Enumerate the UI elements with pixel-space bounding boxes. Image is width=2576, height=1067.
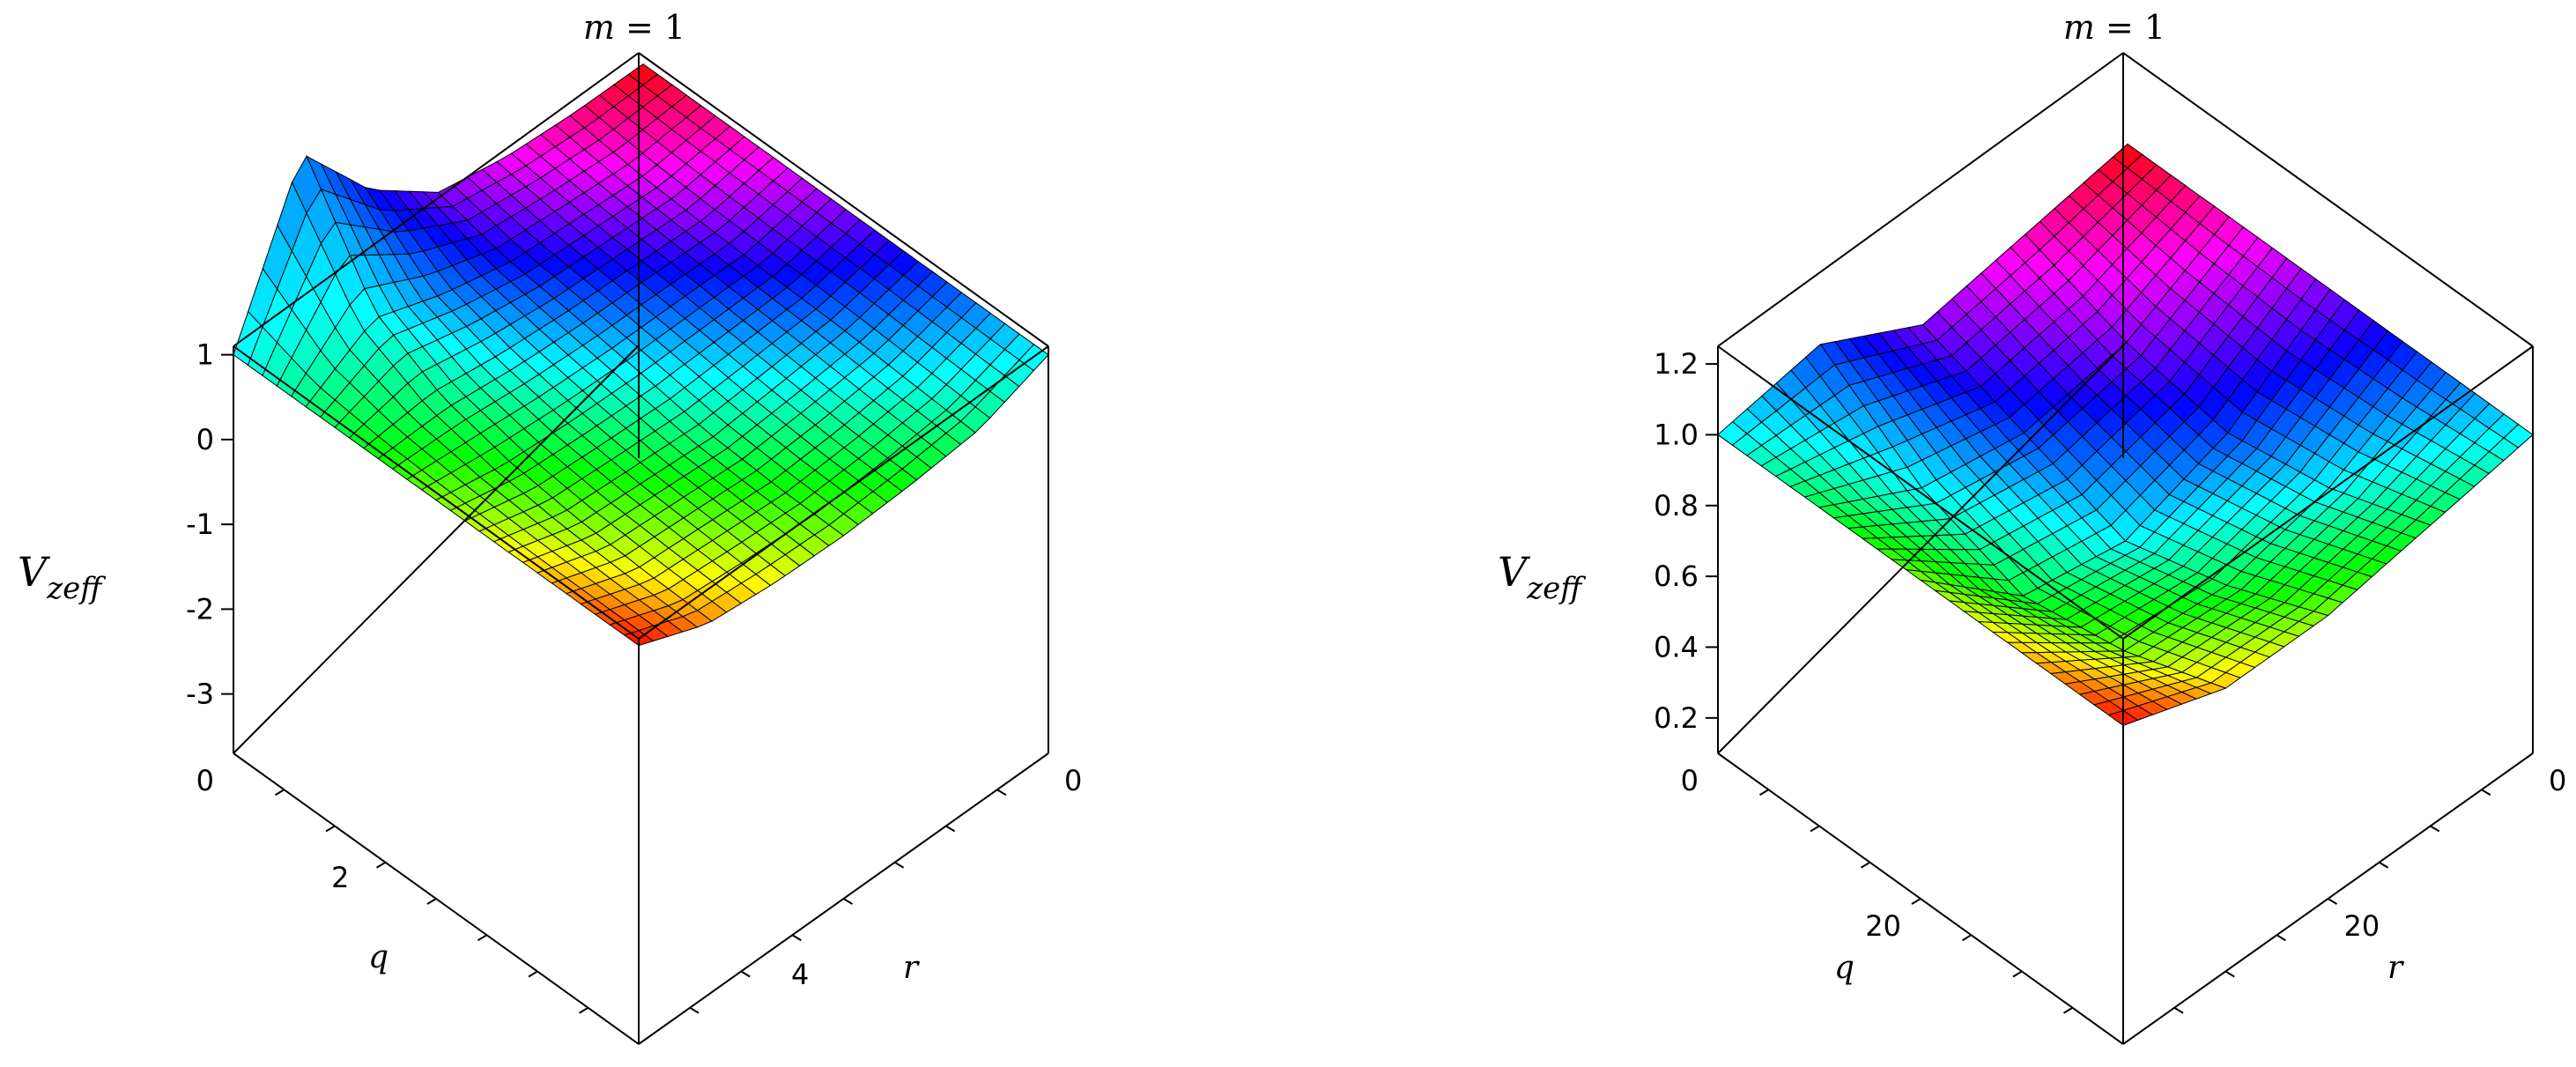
r-tick [689, 1006, 700, 1014]
r-tick [2327, 898, 2338, 905]
q-tick [2062, 1006, 2074, 1014]
q-tick [426, 898, 437, 905]
surface-plot-left: 1 0 -1 -2 -3 0 2 0 4 m = 1 Vzeff q r [0, 0, 1198, 1067]
r-tick [2430, 825, 2440, 833]
z-tick-label: 1.0 [1654, 418, 1699, 451]
q-tick [274, 789, 285, 797]
r-tick [740, 970, 751, 978]
z-tick-label: -1 [186, 508, 214, 541]
box-edge [1717, 345, 2124, 754]
q-tick-label: 20 [1865, 909, 1901, 943]
r-tick-label: 4 [791, 958, 809, 991]
z-tick-label: -2 [186, 592, 214, 626]
q-tick [2012, 970, 2023, 978]
q-tick [375, 861, 387, 869]
r-tick [842, 898, 854, 905]
r-tick [945, 825, 956, 833]
box-edge [2122, 345, 2534, 640]
surface-plot-right-svg: 1.2 1.0 0.8 0.6 0.4 0.2 0 20 0 20 m = 1 Vzeff q r [1498, 8, 2566, 1045]
q-tick [477, 934, 488, 942]
r-tick [2276, 934, 2286, 942]
q-axis-label: q [368, 939, 389, 975]
z-tick-label: 1 [196, 338, 214, 372]
z-tick-label: -3 [186, 678, 214, 711]
box-edge [1717, 52, 2124, 347]
q-tick-label: 2 [331, 861, 349, 894]
plot-title: m = 1 [2063, 8, 2165, 47]
q-tick [325, 825, 336, 833]
z-axis-label: Vzeff [18, 548, 106, 606]
z-tick-label: 0.2 [1654, 701, 1699, 735]
surface-plot-left-svg: 1 0 -1 -2 -3 0 2 0 4 m = 1 Vzeff q r [18, 8, 1082, 1045]
box-edge [638, 345, 1049, 640]
box-edge [2122, 52, 2534, 347]
z-tick-label: 0 [196, 423, 214, 456]
q-tick [578, 1006, 589, 1014]
r-tick [2379, 861, 2389, 869]
z-tick-label: 0.8 [1654, 489, 1699, 522]
box-edge [233, 345, 640, 754]
q-tick [1961, 934, 1973, 942]
box-edge [233, 52, 640, 347]
r-tick-label: 0 [2549, 764, 2566, 797]
q-tick-label: 0 [196, 764, 214, 797]
surface-plot-right: 1.2 1.0 0.8 0.6 0.4 0.2 0 20 0 20 m = 1 Vzeff q r [1462, 0, 2576, 1067]
box-edge [638, 52, 1049, 347]
r-tick [2224, 970, 2235, 978]
q-tick [1810, 825, 1820, 833]
z-tick-label: 1.2 [1654, 347, 1699, 381]
z-axis-label: Vzeff [1498, 548, 1586, 606]
q-axis-label: q [1834, 950, 1854, 986]
z-tick-label: 0.6 [1654, 559, 1699, 593]
q-tick [1758, 789, 1770, 797]
r-tick [2173, 1006, 2184, 1014]
r-tick [791, 934, 802, 942]
q-tick [1911, 898, 1921, 905]
q-tick-label: 0 [1681, 764, 1699, 797]
r-axis-label: r [2387, 950, 2404, 986]
box-edge [1717, 345, 2124, 640]
plot-title: m = 1 [583, 8, 685, 47]
r-axis-label: r [903, 950, 920, 986]
r-tick [2481, 789, 2491, 797]
q-tick [528, 970, 538, 978]
box-edge [233, 345, 640, 640]
z-tick-label: 0.4 [1654, 630, 1699, 663]
r-tick-label: 20 [2344, 909, 2380, 943]
r-tick-label: 0 [1064, 764, 1082, 797]
r-tick [894, 861, 905, 869]
r-tick [996, 789, 1007, 797]
q-tick [1860, 861, 1871, 869]
